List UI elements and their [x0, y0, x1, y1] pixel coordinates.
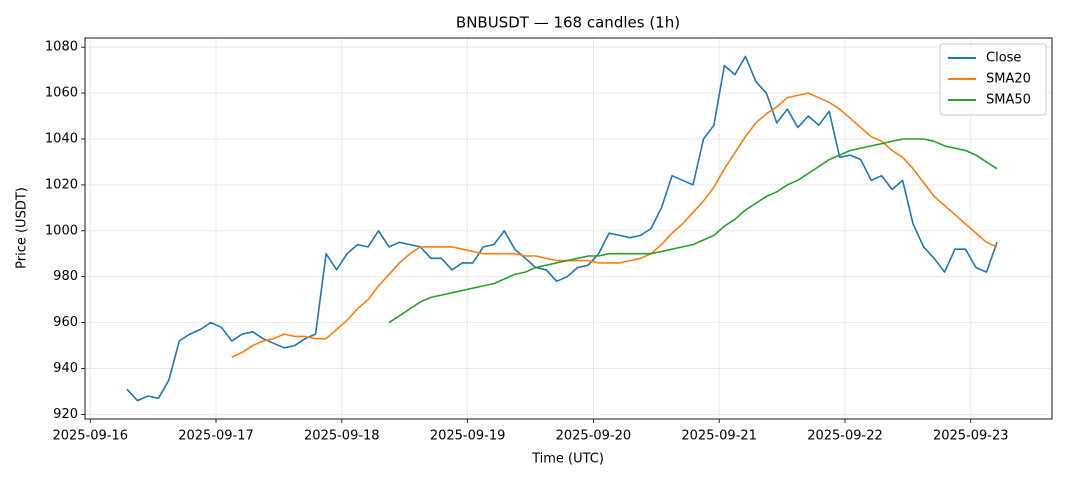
x-tick-label: 2025-09-20 [556, 429, 632, 444]
legend: Close SMA20 SMA50 [939, 43, 1047, 116]
x-tick-label: 2025-09-16 [52, 429, 128, 444]
legend-label: SMA50 [986, 93, 1031, 108]
plot-frame [84, 37, 1053, 420]
legend-label: Close [986, 51, 1021, 66]
chart-title: BNBUSDT — 168 candles (1h) [456, 14, 680, 32]
line-series [231, 92, 998, 358]
y-tick-label: 1020 [45, 177, 78, 192]
x-tick-label: 2025-09-18 [304, 429, 380, 444]
x-tick-label: 2025-09-17 [178, 429, 254, 444]
y-tick-label: 940 [53, 361, 78, 376]
x-axis-label: Time (UTC) [531, 452, 604, 467]
line-series [126, 55, 998, 402]
line-series [388, 138, 998, 324]
legend-label: SMA20 [986, 72, 1031, 87]
x-tick-label: 2025-09-19 [430, 429, 506, 444]
y-axis-label: Price (USDT) [15, 187, 30, 269]
y-tick-label: 1040 [45, 131, 78, 146]
y-tick-label: 980 [53, 269, 78, 284]
y-tick-label: 1080 [45, 40, 78, 55]
y-tick-label: 1060 [45, 86, 78, 101]
x-tick-label: 2025-09-21 [681, 429, 757, 444]
y-tick-label: 960 [53, 315, 78, 330]
x-tick-label: 2025-09-23 [933, 429, 1009, 444]
y-tick-label: 1000 [45, 223, 78, 238]
y-tick-label: 920 [53, 407, 78, 422]
x-tick-label: 2025-09-22 [807, 429, 883, 444]
legend-box [939, 43, 1047, 116]
